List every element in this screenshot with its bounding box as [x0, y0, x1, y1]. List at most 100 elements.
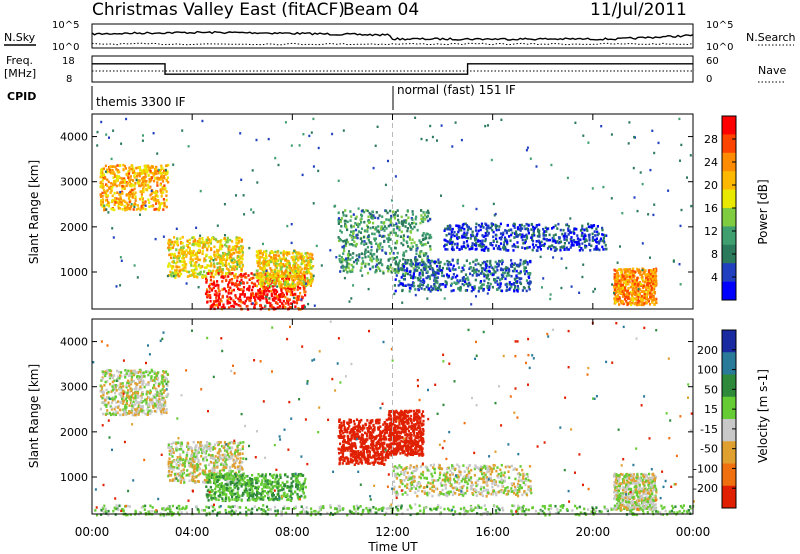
data-cell	[125, 181, 128, 184]
data-cell	[290, 144, 293, 147]
data-cell	[184, 266, 187, 269]
data-cell	[360, 213, 363, 217]
data-cell	[149, 166, 152, 169]
data-cell	[305, 259, 308, 262]
data-cell	[300, 267, 304, 271]
data-cell	[100, 395, 103, 398]
data-cell	[359, 237, 362, 241]
data-cell	[409, 223, 412, 227]
data-cell	[525, 289, 528, 293]
data-cell	[392, 252, 395, 255]
data-cell	[379, 242, 382, 245]
data-cell	[482, 244, 485, 248]
data-cell	[484, 231, 487, 235]
data-cell	[544, 226, 547, 230]
data-cell	[160, 380, 163, 384]
data-cell	[175, 261, 178, 265]
power-cbar-swatch	[722, 171, 736, 190]
data-cell	[258, 259, 261, 263]
data-cell	[474, 226, 478, 229]
data-cell	[208, 264, 211, 268]
data-cell	[457, 230, 460, 234]
data-cell	[264, 263, 267, 266]
data-cell	[144, 201, 147, 205]
data-cell	[199, 270, 202, 274]
data-cell	[512, 249, 515, 252]
data-cell	[217, 297, 221, 300]
data-cell	[288, 275, 291, 278]
data-cell	[292, 258, 295, 261]
data-cell	[425, 264, 428, 268]
data-cell	[484, 234, 487, 238]
data-cell	[174, 271, 177, 275]
data-cell	[107, 390, 110, 394]
data-cell	[392, 210, 395, 214]
data-cell	[151, 190, 155, 194]
data-cell	[101, 401, 105, 404]
data-cell	[394, 234, 398, 237]
data-cell	[588, 242, 591, 246]
data-cell	[119, 195, 122, 198]
data-cell	[137, 207, 140, 210]
data-cell	[247, 274, 250, 277]
data-cell	[293, 300, 296, 304]
data-cell	[154, 198, 157, 201]
data-cell	[289, 269, 292, 273]
data-cell	[368, 241, 371, 244]
data-cell	[148, 396, 151, 399]
data-cell	[155, 394, 159, 397]
data-cell	[354, 222, 357, 225]
data-cell	[619, 284, 622, 287]
data-cell	[299, 255, 302, 258]
data-cell	[602, 185, 605, 189]
cpid-label: CPID	[7, 90, 36, 103]
data-cell	[358, 255, 361, 259]
data-cell	[505, 231, 508, 235]
data-cell	[497, 276, 500, 280]
data-cell	[374, 237, 377, 240]
data-cell	[109, 382, 112, 386]
data-cell	[255, 269, 258, 273]
data-cell	[218, 302, 221, 306]
data-cell	[412, 274, 415, 278]
data-cell	[134, 371, 137, 375]
data-cell	[301, 295, 304, 299]
data-cell	[220, 299, 223, 303]
data-cell	[473, 287, 476, 290]
data-cell	[500, 118, 503, 121]
data-cell	[451, 259, 454, 262]
data-cell	[495, 280, 498, 283]
data-cell	[204, 245, 207, 249]
frequency-line	[92, 63, 693, 75]
data-cell	[167, 180, 170, 184]
data-cell	[426, 283, 430, 287]
data-cell	[570, 239, 573, 243]
data-cell	[266, 278, 269, 281]
data-cell	[458, 236, 461, 239]
data-cell	[290, 267, 293, 270]
data-cell	[440, 194, 442, 197]
data-cell	[209, 304, 212, 308]
data-cell	[367, 215, 370, 219]
data-cell	[164, 169, 167, 172]
data-cell	[128, 381, 131, 385]
data-cell	[509, 263, 513, 267]
data-cell	[624, 286, 627, 289]
data-cell	[131, 371, 134, 375]
data-cell	[259, 271, 263, 275]
data-cell	[523, 261, 526, 264]
data-cell	[104, 177, 107, 180]
data-cell	[111, 227, 114, 230]
data-cell	[650, 292, 653, 296]
data-cell	[571, 242, 574, 245]
data-cell	[221, 261, 224, 265]
data-cell	[429, 290, 432, 293]
data-cell	[134, 391, 137, 394]
data-cell	[169, 240, 172, 244]
data-cell	[140, 401, 143, 404]
data-cell	[639, 273, 642, 276]
data-cell	[599, 237, 603, 241]
data-cell	[216, 280, 219, 283]
data-cell	[250, 302, 253, 306]
data-cell	[209, 264, 213, 268]
